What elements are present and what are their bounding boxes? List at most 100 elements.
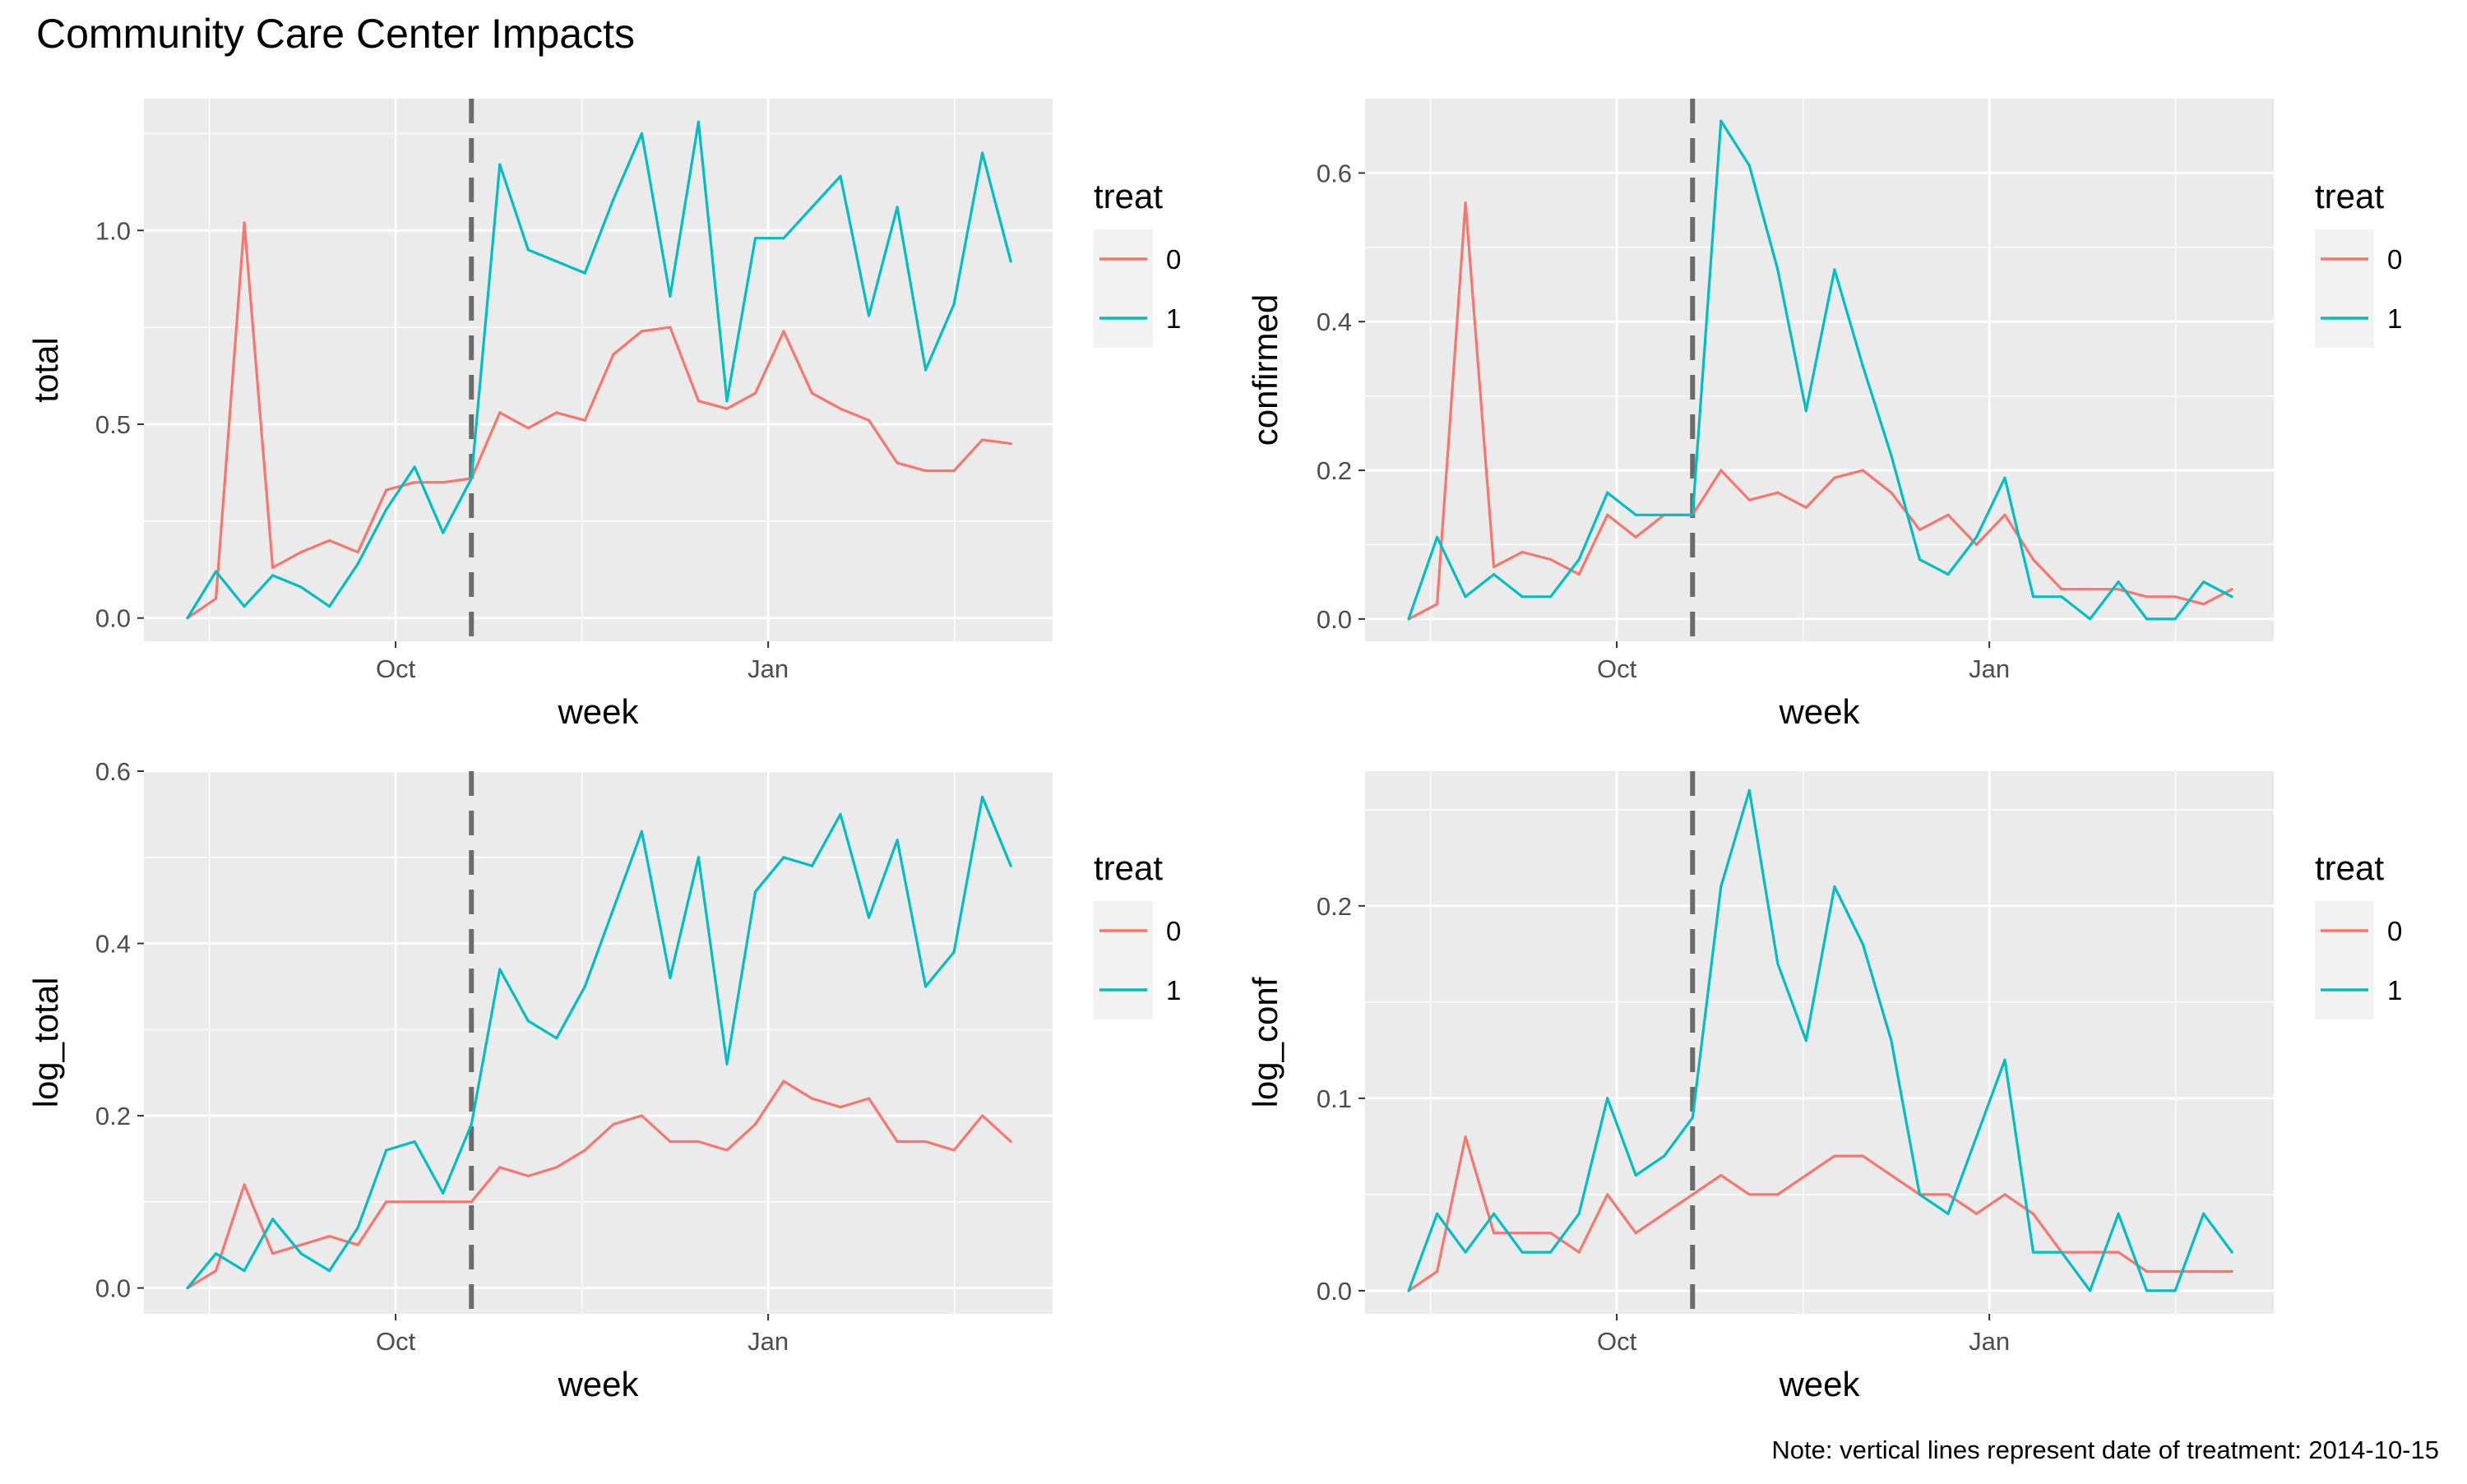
data-point-treat-0 (1634, 1232, 1637, 1235)
data-point-treat-1 (1833, 268, 1836, 271)
data-point-treat-0 (2145, 595, 2149, 599)
data-point-treat-1 (1493, 1212, 1496, 1215)
data-point-treat-0 (867, 1097, 871, 1100)
data-point-treat-0 (1861, 1154, 1864, 1158)
legend-label: 0 (2387, 244, 2402, 275)
data-point-treat-1 (1946, 1212, 1950, 1215)
y-tick-label: 0.2 (1317, 456, 1352, 485)
data-point-treat-1 (981, 151, 984, 155)
y-axis-title: total (26, 337, 65, 402)
data-point-treat-1 (2060, 1251, 2063, 1254)
data-point-treat-1 (1634, 513, 1637, 516)
data-point-treat-0 (1861, 469, 1864, 472)
data-point-treat-0 (1577, 1251, 1581, 1254)
data-point-treat-1 (356, 1226, 359, 1229)
data-point-treat-0 (1493, 1232, 1496, 1235)
data-point-treat-0 (1549, 557, 1553, 562)
data-point-treat-1 (555, 260, 558, 263)
data-point-treat-0 (356, 550, 359, 554)
x-axis-title: week (1778, 692, 1860, 731)
data-point-treat-0 (1776, 1193, 1780, 1196)
data-point-treat-0 (640, 330, 643, 333)
data-point-treat-1 (2230, 1251, 2233, 1254)
y-tick-label: 0.0 (95, 604, 131, 633)
data-point-treat-1 (271, 1218, 275, 1221)
data-point-treat-1 (2060, 595, 2063, 599)
data-point-treat-1 (924, 368, 928, 372)
x-tick-label: Jan (748, 1327, 789, 1356)
data-point-treat-0 (839, 1105, 842, 1109)
data-point-treat-1 (526, 248, 530, 252)
data-point-treat-1 (1918, 557, 1922, 562)
data-point-treat-1 (328, 604, 331, 608)
data-point-treat-1 (186, 617, 189, 620)
data-point-treat-0 (2003, 1193, 2006, 1196)
data-point-treat-1 (1549, 1251, 1553, 1254)
legend-label: 1 (2387, 975, 2402, 1006)
data-point-treat-1 (243, 1269, 246, 1273)
data-point-treat-0 (1918, 528, 1922, 531)
data-point-treat-0 (1833, 1154, 1836, 1158)
data-point-treat-0 (2202, 1269, 2205, 1274)
y-tick-label: 0.0 (1317, 1277, 1352, 1306)
data-point-treat-0 (1946, 513, 1950, 516)
data-point-treat-0 (1435, 1269, 1439, 1274)
y-tick-label: 0.6 (1317, 159, 1352, 187)
data-point-treat-1 (1747, 788, 1751, 793)
data-point-treat-1 (839, 174, 842, 178)
data-point-treat-1 (186, 1286, 189, 1290)
data-point-treat-0 (839, 407, 842, 410)
data-point-treat-1 (1606, 1097, 1609, 1100)
data-point-treat-1 (1974, 1135, 1979, 1139)
data-point-treat-1 (1663, 513, 1666, 516)
data-point-treat-0 (1946, 1193, 1950, 1196)
data-point-treat-1 (1946, 573, 1950, 576)
data-point-treat-1 (2003, 1058, 2006, 1061)
y-tick-label: 0.4 (95, 930, 131, 959)
data-point-treat-1 (1890, 1039, 1893, 1042)
data-point-treat-1 (1549, 595, 1553, 599)
data-point-treat-1 (867, 314, 871, 317)
data-point-treat-0 (214, 597, 218, 600)
data-point-treat-0 (810, 391, 814, 395)
data-point-treat-0 (2230, 588, 2233, 591)
data-point-treat-1 (2117, 1212, 2120, 1215)
data-point-treat-0 (753, 391, 757, 395)
series-line-treat-0 (1408, 1135, 2233, 1292)
data-point-treat-1 (867, 916, 871, 919)
data-point-treat-0 (442, 481, 445, 484)
data-point-treat-0 (271, 566, 275, 570)
x-tick-label: Oct (1597, 654, 1637, 683)
data-point-treat-1 (2003, 476, 2006, 479)
x-axis-title: week (557, 692, 639, 731)
data-point-treat-0 (271, 1252, 275, 1255)
data-point-treat-0 (1691, 1193, 1694, 1196)
data-point-treat-0 (981, 438, 984, 442)
data-point-treat-1 (214, 570, 218, 573)
data-point-treat-0 (555, 411, 558, 414)
data-point-treat-1 (413, 465, 416, 469)
data-point-treat-1 (753, 237, 757, 240)
data-point-treat-1 (1577, 557, 1581, 562)
data-point-treat-1 (2088, 1289, 2092, 1292)
data-point-treat-1 (2173, 617, 2177, 621)
data-point-treat-0 (952, 1149, 956, 1152)
data-point-treat-0 (2173, 595, 2177, 599)
data-point-treat-0 (214, 1269, 218, 1273)
legend-label: 1 (2387, 303, 2402, 334)
y-tick-label: 0.5 (95, 410, 131, 439)
data-point-treat-0 (328, 1235, 331, 1238)
data-point-treat-1 (385, 1149, 388, 1152)
data-point-treat-1 (1719, 119, 1723, 123)
series-line-treat-1 (1407, 788, 2233, 1292)
data-point-treat-1 (1577, 1212, 1581, 1215)
data-point-treat-1 (385, 508, 388, 511)
data-point-treat-1 (243, 604, 246, 608)
data-point-treat-0 (1634, 535, 1637, 539)
chart-title: Community Care Center Impacts (36, 11, 635, 57)
data-point-treat-1 (299, 585, 303, 589)
data-point-treat-0 (669, 1140, 672, 1144)
